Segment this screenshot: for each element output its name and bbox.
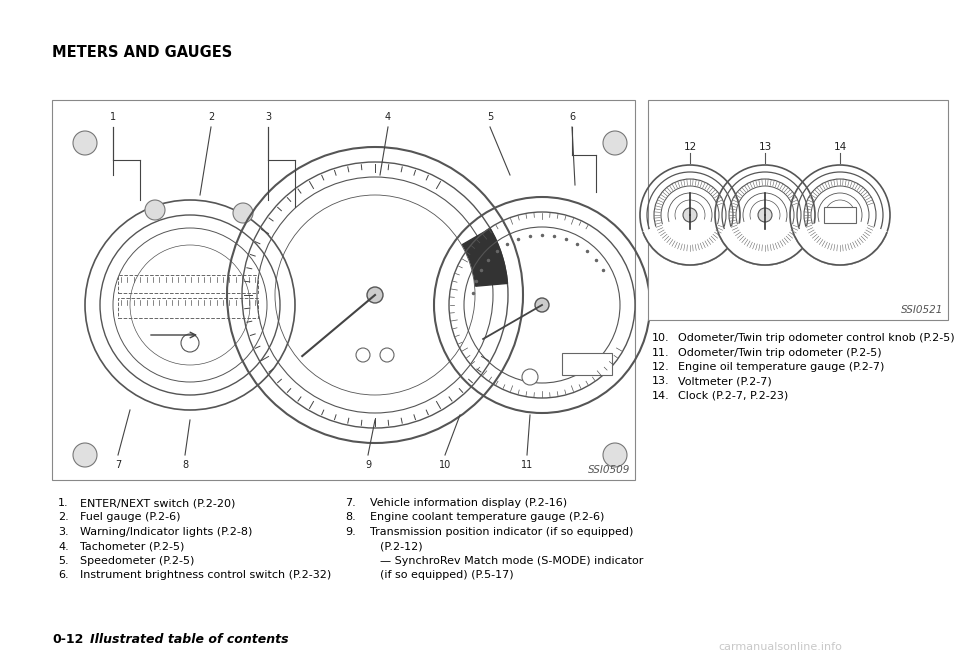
Text: 0-12: 0-12	[52, 633, 84, 646]
Circle shape	[758, 208, 772, 222]
Circle shape	[73, 131, 97, 155]
Wedge shape	[643, 215, 737, 265]
Text: SSI0521: SSI0521	[900, 305, 943, 315]
Text: SSI0509: SSI0509	[588, 465, 630, 475]
Text: — SynchroRev Match mode (S-MODE) indicator: — SynchroRev Match mode (S-MODE) indicat…	[380, 556, 643, 566]
Text: 5.: 5.	[58, 556, 68, 566]
Text: 6: 6	[569, 112, 575, 122]
Text: 14: 14	[833, 142, 847, 152]
Text: 11.: 11.	[652, 347, 670, 357]
Text: Illustrated table of contents: Illustrated table of contents	[90, 633, 289, 646]
Wedge shape	[463, 228, 508, 286]
Text: Voltmeter (P.2-7): Voltmeter (P.2-7)	[678, 376, 772, 386]
Bar	[52, 100, 635, 480]
Text: Odometer/Twin trip odometer control knob (P.2-5): Odometer/Twin trip odometer control knob…	[678, 333, 954, 343]
Circle shape	[181, 334, 199, 352]
Text: 4: 4	[385, 112, 391, 122]
Text: 5: 5	[487, 112, 493, 122]
Bar	[118, 275, 258, 293]
Text: Fuel gauge (P.2-6): Fuel gauge (P.2-6)	[80, 513, 180, 523]
Text: 3: 3	[265, 112, 271, 122]
Wedge shape	[718, 215, 812, 265]
Circle shape	[233, 203, 253, 223]
Text: (P.2-12): (P.2-12)	[380, 542, 422, 552]
Text: 2.: 2.	[58, 513, 69, 523]
Text: Warning/Indicator lights (P.2-8): Warning/Indicator lights (P.2-8)	[80, 527, 252, 537]
Text: Speedometer (P.2-5): Speedometer (P.2-5)	[80, 556, 194, 566]
Wedge shape	[793, 215, 887, 265]
Circle shape	[535, 298, 549, 312]
Bar	[118, 298, 258, 318]
Text: 2: 2	[208, 112, 214, 122]
Text: 3.: 3.	[58, 527, 68, 537]
Text: ENTER/NEXT switch (P.2-20): ENTER/NEXT switch (P.2-20)	[80, 498, 235, 508]
Text: 1.: 1.	[58, 498, 68, 508]
Text: 10.: 10.	[652, 333, 670, 343]
Bar	[824, 207, 856, 223]
Text: 9.: 9.	[345, 527, 356, 537]
Text: 4.: 4.	[58, 542, 69, 552]
Text: 10: 10	[439, 460, 451, 470]
Text: Engine oil temperature gauge (P.2-7): Engine oil temperature gauge (P.2-7)	[678, 362, 884, 372]
Circle shape	[356, 348, 370, 362]
Text: 13: 13	[758, 142, 772, 152]
Circle shape	[145, 200, 165, 220]
Text: carmanualsonline.info: carmanualsonline.info	[718, 642, 842, 652]
Text: Tachometer (P.2-5): Tachometer (P.2-5)	[80, 542, 184, 552]
Bar	[562, 353, 612, 375]
Text: METERS AND GAUGES: METERS AND GAUGES	[52, 45, 232, 60]
Text: 11: 11	[521, 460, 533, 470]
Text: (if so equipped) (P.5-17): (if so equipped) (P.5-17)	[380, 570, 514, 580]
Text: 1: 1	[110, 112, 116, 122]
Text: 7.: 7.	[345, 498, 356, 508]
Text: Odometer/Twin trip odometer (P.2-5): Odometer/Twin trip odometer (P.2-5)	[678, 347, 881, 357]
Text: Clock (P.2-7, P.2-23): Clock (P.2-7, P.2-23)	[678, 391, 788, 401]
Text: Instrument brightness control switch (P.2-32): Instrument brightness control switch (P.…	[80, 570, 331, 580]
Text: Vehicle information display (P.2-16): Vehicle information display (P.2-16)	[370, 498, 567, 508]
Circle shape	[603, 443, 627, 467]
Text: 13.: 13.	[652, 376, 670, 386]
Text: 6.: 6.	[58, 570, 68, 580]
Bar	[648, 100, 948, 320]
Circle shape	[380, 348, 394, 362]
Text: 8: 8	[182, 460, 188, 470]
Circle shape	[522, 369, 538, 385]
Circle shape	[73, 443, 97, 467]
Text: 8.: 8.	[345, 513, 356, 523]
Text: Transmission position indicator (if so equipped): Transmission position indicator (if so e…	[370, 527, 634, 537]
Circle shape	[603, 131, 627, 155]
Text: 12.: 12.	[652, 362, 670, 372]
Text: 7: 7	[115, 460, 121, 470]
Circle shape	[367, 287, 383, 303]
Text: 12: 12	[684, 142, 697, 152]
Text: Engine coolant temperature gauge (P.2-6): Engine coolant temperature gauge (P.2-6)	[370, 513, 605, 523]
Circle shape	[683, 208, 697, 222]
Text: 14.: 14.	[652, 391, 670, 401]
Text: 9: 9	[365, 460, 372, 470]
